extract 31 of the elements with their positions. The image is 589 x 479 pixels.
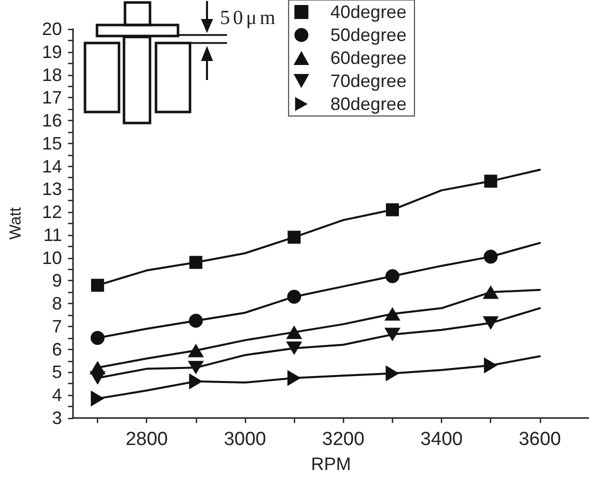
legend-label: 80degree (330, 94, 406, 114)
y-tick-label: 19 (42, 42, 62, 62)
y-tick-label: 6 (52, 339, 62, 360)
y-tick-label: 11 (43, 224, 62, 245)
x-tick-label: 3200 (322, 429, 364, 450)
x-tick-label: 3000 (224, 429, 266, 450)
x-tick-label: 2800 (126, 429, 168, 450)
y-tick-label: 5 (52, 362, 62, 382)
y-tick-label: 10 (42, 248, 62, 268)
legend-label: 60degree (330, 48, 406, 68)
y-tick-label: 9 (52, 270, 62, 291)
y-tick-label: 8 (52, 294, 62, 314)
y-tick-label: 17 (42, 88, 62, 108)
y-tick-label: 15 (42, 133, 62, 154)
legend-label: 50degree (330, 25, 406, 45)
y-tick-label: 3 (52, 408, 62, 428)
y-tick-label: 16 (42, 110, 62, 131)
y-tick-label: 13 (42, 179, 62, 200)
y-tick-label: 18 (42, 64, 62, 85)
legend-label: 70degree (330, 71, 406, 91)
y-tick-label: 12 (42, 202, 62, 222)
y-tick-label: 7 (52, 316, 62, 336)
x-tick-label: 3600 (518, 429, 561, 450)
text: 50μm (220, 7, 278, 29)
y-tick-label: 4 (52, 385, 62, 406)
y-tick-label: 14 (42, 156, 62, 176)
x-tick-label: 3400 (420, 429, 463, 450)
y-tick-label: 20 (42, 19, 62, 39)
x-axis-title: RPM (311, 454, 351, 474)
y-axis-title: Watt (8, 206, 24, 240)
legend-label: 40degree (330, 2, 406, 22)
